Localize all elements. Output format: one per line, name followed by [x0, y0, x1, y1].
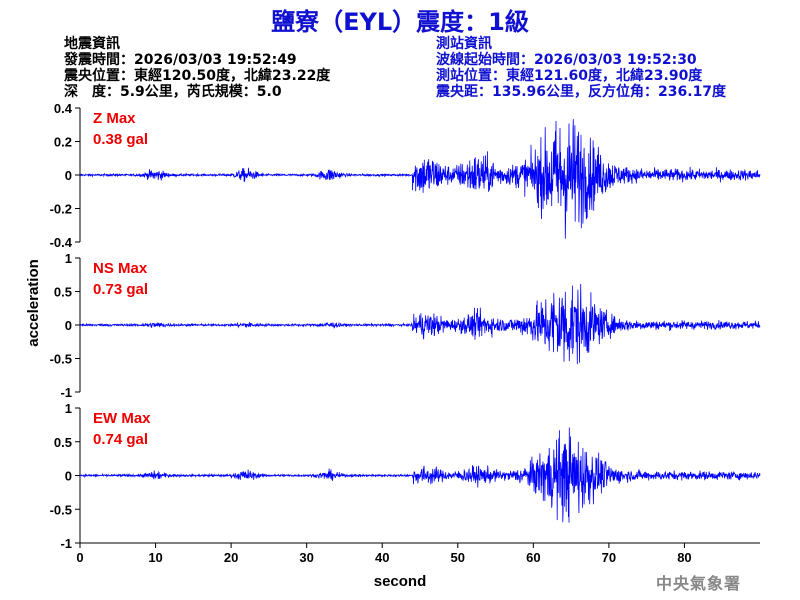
component-label: NS Max	[93, 260, 148, 277]
earthquake-info: 地震資訊 發震時間：2026/03/03 19:52:49 震央位置：東經120…	[64, 36, 330, 100]
y-tick-label: -1	[60, 536, 72, 551]
component-label: Z Max	[93, 110, 136, 127]
y-tick-label: -1	[60, 385, 72, 400]
y-tick-label: 0	[65, 168, 72, 183]
y-tick-label: -0.5	[50, 502, 72, 517]
origin-time: 發震時間：2026/03/03 19:52:49	[64, 52, 297, 68]
y-tick-label: 0.2	[54, 135, 72, 150]
x-tick-label: 50	[451, 550, 465, 565]
waveform-ns	[79, 283, 761, 365]
earthquake-info-heading: 地震資訊	[64, 36, 120, 52]
waveform-start-time: 波線起始時間：2026/03/03 19:52:30	[436, 52, 697, 68]
y-tick-label: 1	[65, 401, 72, 416]
y-axis-label: acceleration	[25, 259, 42, 347]
y-tick-label: -0.4	[50, 235, 73, 250]
x-tick-label: 20	[224, 550, 238, 565]
x-tick-label: 40	[375, 550, 389, 565]
x-tick-label: 30	[299, 550, 313, 565]
station-info: 測站資訊 波線起始時間：2026/03/03 19:52:30 測站位置：東經1…	[436, 36, 726, 100]
max-value-label: 0.38 gal	[93, 131, 148, 148]
x-tick-label: 10	[148, 550, 162, 565]
x-tick-label: 70	[602, 550, 616, 565]
y-tick-label: 0.5	[54, 435, 72, 450]
x-axis-label: second	[374, 573, 427, 590]
epicenter-location: 震央位置：東經120.50度，北緯23.22度	[64, 68, 331, 84]
y-tick-label: -0.2	[50, 202, 72, 217]
depth-magnitude: 深 度：5.9公里，芮氏規模：5.0	[64, 84, 282, 100]
y-tick-label: 0.5	[54, 285, 72, 300]
chart-title: 鹽寮（EYL）震度：1級	[271, 8, 529, 36]
station-location: 測站位置：東經121.60度，北緯23.90度	[436, 68, 703, 84]
y-tick-label: -0.5	[50, 352, 72, 367]
waveform-ew	[79, 427, 761, 523]
x-tick-label: 0	[76, 550, 83, 565]
x-tick-label: 60	[526, 550, 540, 565]
epicentral-distance: 震央距：135.96公里，反方位角：236.17度	[436, 84, 727, 100]
agency-footer: 中央氣象署	[656, 574, 742, 593]
y-tick-label: 0	[65, 318, 72, 333]
y-tick-label: 0	[65, 469, 72, 484]
max-value-label: 0.73 gal	[93, 281, 148, 298]
max-value-label: 0.74 gal	[93, 431, 148, 448]
y-tick-label: 1	[65, 251, 72, 266]
station-info-heading: 測站資訊	[436, 36, 492, 52]
x-tick-label: 80	[677, 550, 691, 565]
component-label: EW Max	[93, 410, 151, 427]
y-tick-label: 0.4	[54, 101, 73, 116]
waveform-z	[79, 119, 761, 239]
